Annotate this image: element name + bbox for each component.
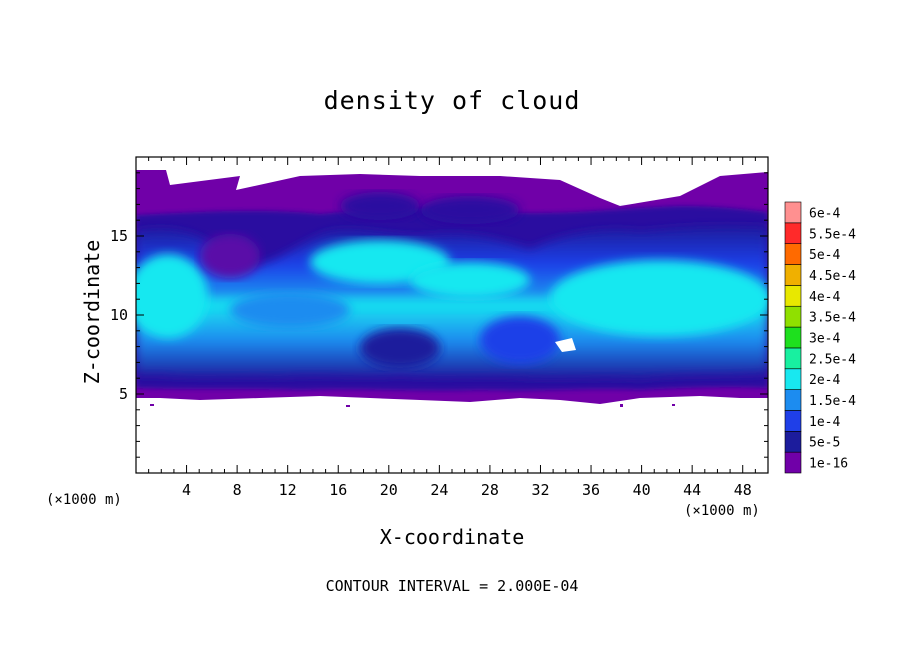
colorbar-swatch [784, 243, 802, 265]
x-tick-label: 8 [233, 481, 242, 499]
x-unit-left: (×1000 m) [46, 492, 122, 508]
colorbar-label: 4.5e-4 [809, 269, 856, 284]
colorbar-swatch [784, 305, 802, 328]
colorbar-label: 2.5e-4 [809, 352, 856, 367]
colorbar-swatch [784, 201, 802, 224]
y-axis-label: Z-coordinate [80, 239, 104, 385]
contour-interval-note: CONTOUR INTERVAL = 2.000E-04 [325, 577, 579, 595]
x-axis: 4 8 12 16 20 24 28 32 36 40 44 48 [148, 157, 756, 499]
colorbar-swatch [784, 451, 802, 474]
colorbar-swatch [784, 326, 802, 349]
colorbar: 1e-16 5e-5 1e-4 1.5e-4 2e-4 2.5e-4 3e-4 3.5e-4 4… [784, 201, 856, 474]
colorbar-label: 2e-4 [809, 373, 840, 388]
x-tick-label: 48 [734, 481, 752, 499]
colorbar-label: 1e-16 [809, 457, 848, 472]
colorbar-label: 3e-4 [809, 332, 840, 347]
x-tick-label: 4 [182, 481, 191, 499]
y-tick-label: 10 [110, 306, 128, 324]
cloud-field [136, 170, 768, 407]
x-tick-label: 44 [683, 481, 701, 499]
chart-title: density of cloud [323, 86, 581, 115]
x-tick-label: 36 [582, 481, 600, 499]
colorbar-swatch [784, 264, 802, 286]
colorbar-label: 6e-4 [809, 206, 840, 221]
colorbar-swatch [784, 347, 802, 370]
colorbar-label: 5.5e-4 [809, 227, 856, 242]
colorbar-swatch [784, 368, 802, 390]
x-tick-label: 12 [279, 481, 297, 499]
colorbar-swatch [784, 222, 802, 244]
x-tick-label: 20 [380, 481, 398, 499]
y-tick-label: 5 [119, 385, 128, 403]
x-unit-right: (×1000 m) [684, 503, 760, 519]
colorbar-label: 5e-4 [809, 248, 840, 263]
x-tick-label: 16 [329, 481, 347, 499]
x-tick-label: 28 [481, 481, 499, 499]
colorbar-label: 1.5e-4 [809, 394, 856, 409]
colorbar-label: 5e-5 [809, 436, 840, 451]
colorbar-swatch [784, 389, 802, 411]
colorbar-swatch [784, 285, 802, 307]
x-axis-label: X-coordinate [379, 525, 525, 549]
colorbar-swatch [784, 431, 802, 453]
x-tick-label: 24 [430, 481, 448, 499]
colorbar-swatch [784, 410, 802, 432]
colorbar-label: 1e-4 [809, 415, 840, 430]
x-tick-label: 32 [531, 481, 549, 499]
y-axis: 5 10 15 [110, 172, 768, 458]
colorbar-label: 4e-4 [809, 290, 840, 305]
colorbar-label: 3.5e-4 [809, 311, 856, 326]
y-tick-label: 15 [110, 227, 128, 245]
x-tick-label: 40 [633, 481, 651, 499]
